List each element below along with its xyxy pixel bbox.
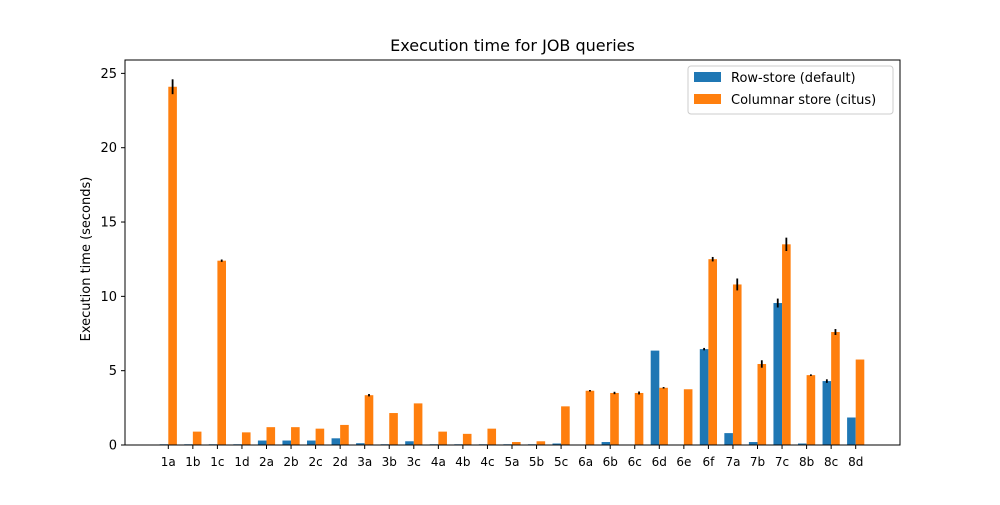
bar-columnar-7a (733, 284, 742, 445)
x-tick-label-5a: 5a (505, 455, 520, 469)
y-tick-label: 10 (100, 290, 117, 305)
y-tick-label: 5 (109, 364, 117, 379)
x-tick-label-6c: 6c (628, 455, 642, 469)
x-tick-label-6e: 6e (676, 455, 691, 469)
bar-row-store-8d (847, 418, 856, 446)
x-tick-label-4c: 4c (480, 455, 494, 469)
bar-columnar-8c (831, 332, 840, 445)
bar-columnar-6b (610, 393, 619, 445)
bar-columnar-1a (168, 87, 177, 445)
x-tick-label-2d: 2d (333, 455, 348, 469)
bar-columnar-7c (782, 244, 791, 445)
bar-row-store-2d (332, 438, 341, 445)
bar-columnar-1c (217, 261, 226, 445)
bar-row-store-3c (405, 441, 414, 445)
x-tick-label-2c: 2c (308, 455, 322, 469)
x-tick-label-8d: 8d (848, 455, 863, 469)
bar-columnar-6a (586, 391, 595, 445)
legend-swatch (694, 72, 721, 82)
chart-title: Execution time for JOB queries (390, 36, 635, 55)
bar-columnar-4c (487, 429, 496, 445)
x-tick-label-4a: 4a (431, 455, 446, 469)
x-tick-label-6d: 6d (652, 455, 667, 469)
bar-columnar-8d (856, 360, 865, 445)
bar-columnar-6f (708, 259, 717, 445)
y-tick-label: 20 (100, 141, 117, 156)
x-tick-label-8b: 8b (799, 455, 814, 469)
bar-columnar-2c (316, 429, 325, 445)
x-tick-label-1d: 1d (234, 455, 249, 469)
x-tick-label-5b: 5b (529, 455, 544, 469)
bar-columnar-3c (414, 403, 423, 445)
bar-columnar-6e (684, 389, 693, 445)
bar-row-store-6f (700, 349, 709, 445)
bar-columnar-4b (463, 434, 472, 445)
bar-columnar-5b (537, 441, 546, 445)
bar-columnar-2b (291, 427, 300, 445)
bar-columnar-2a (267, 427, 276, 445)
x-tick-label-3c: 3c (407, 455, 421, 469)
x-tick-label-6a: 6a (578, 455, 593, 469)
bar-columnar-6c (635, 393, 644, 445)
y-tick-label: 25 (100, 67, 117, 82)
bar-row-store-6d (651, 351, 660, 445)
y-axis: 0 5 10 15 20 25 (100, 67, 125, 454)
x-tick-label-5c: 5c (554, 455, 568, 469)
x-axis: 1a 1b 1c 1d 2a 2b 2c 2d 3a 3b 3c 4a 4b 4c 5a 5b 5c 6a 6b 6c… (161, 445, 864, 469)
bar-row-store-2b (282, 441, 291, 445)
bar-columnar-7b (758, 364, 767, 445)
x-tick-label-6f: 6f (702, 455, 715, 469)
x-tick-label-7b: 7b (750, 455, 765, 469)
bar-row-store-8c (823, 381, 832, 445)
x-tick-label-2a: 2a (259, 455, 274, 469)
x-tick-label-1b: 1b (185, 455, 200, 469)
x-tick-label-1a: 1a (161, 455, 176, 469)
bar-columnar-3b (389, 413, 398, 445)
legend-label: Columnar store (citus) (731, 93, 876, 108)
bar-columnar-5c (561, 406, 570, 445)
x-tick-label-1c: 1c (210, 455, 224, 469)
legend-swatch (694, 94, 721, 104)
x-tick-label-7a: 7a (725, 455, 740, 469)
bar-columnar-4a (438, 432, 447, 445)
bars-group (160, 87, 865, 445)
bar-row-store-7c (773, 303, 782, 445)
y-tick-label: 15 (100, 216, 117, 231)
bar-columnar-3a (365, 395, 374, 445)
bar-row-store-7a (724, 433, 733, 445)
x-tick-label-7c: 7c (775, 455, 789, 469)
y-axis-label: Execution time (seconds) (79, 177, 94, 342)
x-tick-label-8c: 8c (824, 455, 838, 469)
bar-columnar-8b (807, 375, 816, 445)
bar-columnar-2d (340, 425, 349, 445)
y-tick-label: 0 (109, 439, 117, 454)
bar-columnar-6d (659, 388, 668, 445)
bar-columnar-1d (242, 432, 251, 445)
bar-row-store-2a (258, 441, 267, 445)
x-tick-label-3a: 3a (357, 455, 372, 469)
x-tick-label-3b: 3b (382, 455, 397, 469)
legend-label: Row-store (default) (731, 71, 856, 86)
x-tick-label-2b: 2b (283, 455, 298, 469)
legend: Row-store (default) Columnar store (citus… (688, 66, 893, 114)
x-tick-label-4b: 4b (455, 455, 470, 469)
bar-columnar-1b (193, 432, 202, 445)
bar-row-store-2c (307, 441, 316, 445)
x-tick-label-6b: 6b (603, 455, 618, 469)
